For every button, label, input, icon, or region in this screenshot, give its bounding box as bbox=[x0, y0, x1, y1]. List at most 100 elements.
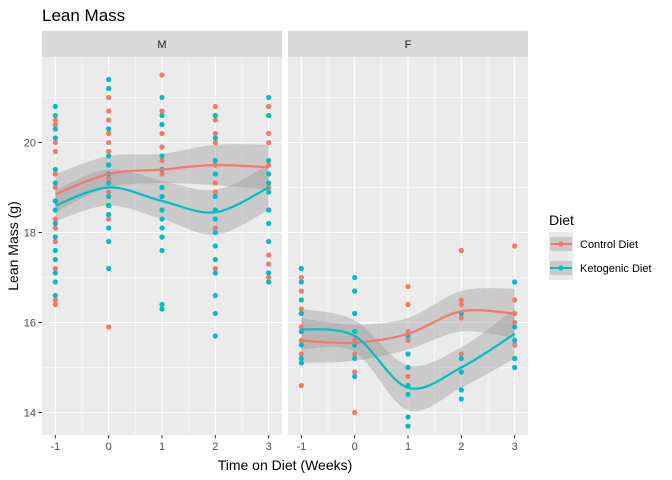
point-keto bbox=[159, 306, 165, 312]
point-keto bbox=[52, 166, 58, 173]
point-control bbox=[266, 252, 272, 258]
x-tick-label: 2 bbox=[458, 441, 464, 453]
point-control bbox=[405, 301, 411, 308]
x-tick-label: 3 bbox=[266, 441, 272, 453]
point-keto bbox=[458, 387, 464, 393]
point-keto bbox=[106, 238, 112, 245]
point-keto bbox=[106, 85, 112, 92]
point-control bbox=[159, 72, 165, 78]
x-tick-label: 3 bbox=[512, 441, 518, 453]
point-control bbox=[266, 261, 272, 267]
point-keto bbox=[266, 238, 272, 245]
x-tick-label: -1 bbox=[296, 441, 306, 453]
point-control bbox=[212, 139, 218, 146]
point-keto bbox=[52, 207, 58, 213]
x-tick-label: 0 bbox=[106, 441, 112, 453]
point-control bbox=[266, 103, 272, 110]
point-control bbox=[52, 121, 58, 128]
point-keto bbox=[212, 292, 218, 299]
x-tick-label: 0 bbox=[352, 441, 358, 453]
y-axis: 14 16 18 20 bbox=[24, 138, 42, 420]
point-keto bbox=[106, 126, 112, 132]
point-control bbox=[52, 225, 58, 231]
point-control bbox=[298, 274, 304, 281]
ribbon-keto bbox=[301, 309, 515, 412]
point-keto bbox=[212, 256, 218, 263]
point-keto bbox=[212, 243, 218, 249]
point-control bbox=[352, 369, 358, 375]
point-keto bbox=[106, 193, 112, 200]
point-keto bbox=[159, 94, 165, 101]
point-keto bbox=[212, 216, 218, 222]
smooth-line-control bbox=[54, 163, 269, 196]
point-keto bbox=[405, 364, 411, 371]
point-control bbox=[512, 297, 518, 303]
point-control bbox=[106, 139, 112, 146]
point-keto bbox=[159, 207, 165, 213]
y-axis-title: Lean Mass (g) bbox=[5, 201, 21, 290]
point-control bbox=[512, 243, 518, 249]
point-keto bbox=[106, 265, 112, 272]
strip-label-f: F bbox=[405, 39, 412, 51]
point-control bbox=[106, 117, 112, 123]
point-control bbox=[405, 283, 411, 290]
point-control bbox=[212, 225, 218, 231]
point-control bbox=[352, 351, 358, 357]
smooth-line-keto bbox=[54, 186, 270, 214]
point-control bbox=[106, 148, 112, 155]
point-control bbox=[212, 189, 218, 195]
point-control bbox=[52, 171, 58, 177]
point-keto bbox=[212, 157, 218, 164]
point-control bbox=[266, 139, 272, 146]
point-keto bbox=[159, 184, 165, 191]
point-keto bbox=[458, 396, 464, 402]
point-keto bbox=[512, 279, 518, 285]
point-keto bbox=[458, 355, 464, 362]
point-keto bbox=[266, 112, 272, 119]
point-keto bbox=[106, 76, 112, 83]
point-keto bbox=[512, 337, 518, 344]
y-tick-label: 18 bbox=[24, 228, 36, 240]
point-keto bbox=[266, 220, 272, 227]
point-keto bbox=[458, 369, 464, 375]
point-keto bbox=[52, 112, 58, 119]
point-keto bbox=[159, 153, 165, 159]
legend-title: Diet bbox=[549, 212, 574, 228]
point-keto bbox=[352, 310, 358, 317]
point-keto bbox=[352, 288, 358, 294]
point-control bbox=[352, 409, 358, 416]
point-keto bbox=[352, 274, 358, 281]
panel-m-points bbox=[52, 72, 272, 339]
point-keto bbox=[212, 229, 218, 236]
point-control bbox=[52, 148, 58, 155]
point-keto bbox=[106, 153, 112, 159]
x-axis-m: -1 0 1 2 3 bbox=[50, 435, 272, 453]
point-control bbox=[106, 189, 112, 195]
legend-key-control-point bbox=[558, 241, 564, 247]
point-keto bbox=[52, 220, 58, 227]
point-keto bbox=[266, 189, 272, 195]
point-keto bbox=[298, 279, 304, 285]
point-control bbox=[512, 342, 518, 348]
point-control bbox=[159, 144, 165, 150]
point-keto bbox=[512, 355, 518, 362]
point-keto bbox=[212, 333, 218, 339]
point-keto bbox=[352, 328, 358, 335]
point-control bbox=[212, 130, 218, 137]
point-keto bbox=[298, 310, 304, 317]
y-tick-label: 20 bbox=[24, 138, 36, 150]
point-control bbox=[106, 175, 112, 182]
point-keto bbox=[266, 180, 272, 186]
x-tick-label: -1 bbox=[50, 441, 60, 453]
point-control bbox=[212, 103, 218, 110]
point-control bbox=[106, 94, 112, 101]
point-control bbox=[266, 274, 272, 281]
point-keto bbox=[52, 234, 58, 240]
point-control bbox=[52, 238, 58, 245]
point-keto bbox=[52, 135, 58, 141]
point-keto bbox=[52, 247, 58, 254]
point-control bbox=[212, 180, 218, 186]
point-keto bbox=[52, 126, 58, 132]
point-keto bbox=[52, 256, 58, 263]
point-keto bbox=[405, 423, 411, 429]
